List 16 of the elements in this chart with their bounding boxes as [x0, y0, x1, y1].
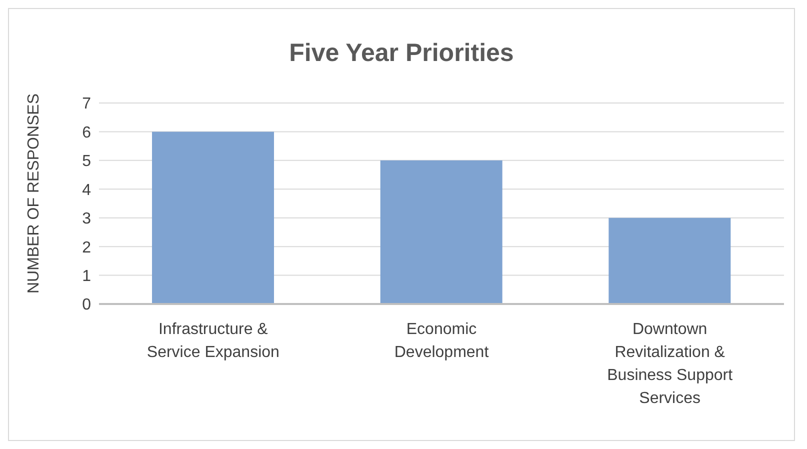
x-tick-label: Infrastructure & Service Expansion [146, 321, 280, 361]
bar [152, 132, 274, 304]
y-tick-label: 6 [82, 124, 92, 142]
x-tick-label: Downtown Revitalization & Business Support Services [607, 321, 734, 407]
y-tick-label: 0 [82, 296, 92, 314]
y-tick-label: 2 [82, 239, 92, 256]
y-tick-label: 1 [82, 268, 92, 285]
y-tick-label: 3 [82, 210, 92, 228]
chart-title: Five Year Priorities [288, 39, 515, 68]
y-tick-label: 7 [82, 96, 92, 113]
y-axis-title: NUMBER OF RESPONSES [26, 93, 43, 294]
x-tick-label: Economic Development [394, 321, 490, 361]
bar [608, 218, 731, 304]
bar [380, 160, 502, 304]
y-tick-label: 5 [82, 153, 92, 170]
y-tick-label: 4 [82, 182, 92, 199]
